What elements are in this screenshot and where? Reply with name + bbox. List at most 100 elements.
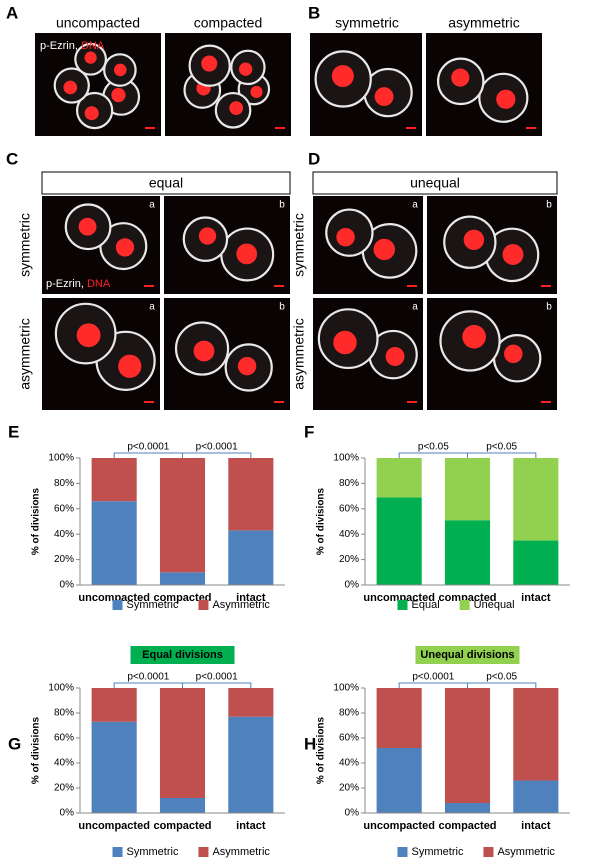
bar-segment bbox=[159, 572, 206, 585]
column-label: symmetric bbox=[335, 15, 399, 31]
panel-letter: E bbox=[8, 422, 19, 441]
nucleus bbox=[451, 68, 470, 87]
bar-segment bbox=[91, 688, 137, 722]
significance-bracket bbox=[398, 452, 468, 458]
y-tick-label: 100% bbox=[48, 683, 74, 694]
legend-label: Symmetric bbox=[412, 846, 464, 858]
significance-bracket bbox=[467, 682, 537, 688]
significance-label: p<0.0001 bbox=[196, 672, 238, 683]
legend-swatch bbox=[112, 847, 123, 857]
y-tick-label: 0% bbox=[345, 580, 360, 591]
title-box bbox=[130, 646, 235, 664]
y-tick-label: 40% bbox=[339, 758, 359, 769]
y-tick-label: 40% bbox=[54, 529, 74, 540]
significance-label: p<0.0001 bbox=[127, 672, 169, 683]
bar-segment bbox=[159, 798, 206, 813]
bar-segment bbox=[513, 780, 559, 813]
x-tick-label: compacted bbox=[438, 820, 496, 832]
micrograph: a bbox=[313, 298, 423, 410]
panel-letter: H bbox=[304, 734, 316, 753]
column-label: uncompacted bbox=[56, 15, 140, 31]
x-tick-label: compacted bbox=[153, 592, 211, 604]
x-tick-label: intact bbox=[236, 592, 266, 604]
legend-label: Asymmetric bbox=[497, 846, 555, 858]
chart-title: Unequal divisions bbox=[420, 649, 514, 661]
bar-segment bbox=[91, 458, 137, 502]
stain-dna: DNA bbox=[87, 278, 111, 290]
legend-swatch bbox=[112, 600, 123, 610]
significance-bracket bbox=[113, 682, 183, 688]
chart-title: Equal divisions bbox=[142, 649, 223, 661]
nucleus bbox=[496, 89, 516, 109]
legend-swatch bbox=[483, 847, 494, 857]
y-tick-label: 80% bbox=[54, 708, 74, 719]
bar-segment bbox=[91, 721, 137, 813]
legend-swatch bbox=[397, 600, 408, 610]
significance-bracket bbox=[113, 452, 183, 458]
legend-label: Symmetric bbox=[127, 846, 179, 858]
bar-segment bbox=[159, 458, 206, 573]
significance-label: p<0.05 bbox=[486, 442, 517, 453]
bar-segment bbox=[513, 688, 559, 781]
stain-label: p-Ezrin, DNA bbox=[46, 278, 111, 290]
row-label: asymmetric bbox=[17, 318, 33, 390]
bar-segment bbox=[159, 688, 206, 798]
legend-label: Asymmetric bbox=[212, 846, 270, 858]
bar-segment bbox=[513, 540, 559, 585]
header-box bbox=[41, 171, 291, 195]
bar-segment bbox=[444, 458, 491, 521]
y-tick-label: 100% bbox=[333, 453, 359, 464]
bar-segment bbox=[444, 520, 491, 585]
y-axis-label: % of divisions bbox=[31, 487, 42, 555]
y-tick-label: 60% bbox=[339, 733, 359, 744]
y-tick-label: 40% bbox=[54, 758, 74, 769]
y-tick-label: 0% bbox=[60, 808, 75, 819]
bar-segment bbox=[376, 748, 422, 813]
y-tick-label: 80% bbox=[54, 478, 74, 489]
column-label: asymmetric bbox=[448, 15, 520, 31]
nucleus bbox=[385, 347, 405, 366]
y-tick-label: 60% bbox=[54, 503, 74, 514]
y-tick-label: 80% bbox=[339, 708, 359, 719]
y-tick-label: 100% bbox=[48, 453, 74, 464]
bar-segment bbox=[444, 803, 491, 813]
x-tick-label: intact bbox=[236, 820, 266, 832]
nucleus bbox=[374, 87, 394, 107]
nucleus bbox=[250, 85, 263, 99]
significance-label: p<0.0001 bbox=[196, 442, 238, 453]
micrograph: a bbox=[42, 298, 160, 410]
y-axis-label: % of divisions bbox=[31, 716, 42, 784]
micrograph: b bbox=[164, 196, 290, 294]
scale-bar bbox=[407, 285, 417, 287]
subpanel-label: a bbox=[412, 200, 418, 211]
micrograph bbox=[426, 33, 542, 136]
micrograph: b bbox=[164, 298, 290, 410]
nucleus bbox=[229, 101, 244, 116]
bar-segment bbox=[513, 458, 559, 541]
y-tick-label: 20% bbox=[54, 783, 74, 794]
scale-bar bbox=[406, 127, 416, 129]
x-tick-label: compacted bbox=[438, 592, 496, 604]
nucleus bbox=[238, 62, 253, 76]
nucleus bbox=[84, 51, 97, 64]
header-box bbox=[312, 171, 558, 195]
micrograph: b bbox=[427, 196, 557, 294]
significance-bracket bbox=[182, 682, 252, 688]
panel-letter: F bbox=[304, 422, 314, 441]
stain-label: p-Ezrin, bbox=[46, 278, 84, 290]
nucleus bbox=[237, 356, 257, 376]
scale-bar bbox=[274, 285, 284, 287]
micrograph: b bbox=[427, 298, 557, 410]
nucleus bbox=[333, 330, 357, 355]
nucleus bbox=[84, 106, 99, 121]
significance-label: p<0.0001 bbox=[412, 672, 454, 683]
bar-segment bbox=[376, 458, 422, 498]
bar-segment bbox=[228, 716, 274, 813]
legend-swatch bbox=[198, 847, 209, 857]
subpanel-label: b bbox=[279, 200, 285, 211]
header: unequal bbox=[410, 175, 460, 191]
legend-label: Equal bbox=[412, 599, 440, 611]
scale-bar bbox=[275, 127, 285, 129]
micrograph bbox=[35, 33, 161, 136]
significance-bracket bbox=[182, 452, 252, 458]
